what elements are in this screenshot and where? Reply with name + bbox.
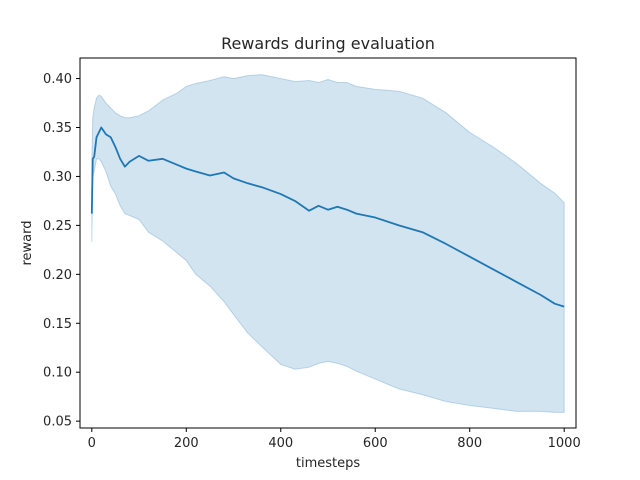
y-tick-label: 0.25 [43,219,72,234]
x-axis-label: timesteps [296,456,360,471]
mean-reward-line [90,126,565,308]
y-axis: 0.05 0.10 0.15 0.20 0.25 0.30 0.35 0.40 [43,72,80,430]
x-tick-label: 200 [174,436,199,451]
x-tick-label: 1000 [548,436,581,451]
y-tick-label: 0.10 [43,366,72,381]
confidence-band [91,74,565,413]
y-tick-label: 0.35 [43,121,72,136]
chart-title: Rewards during evaluation [221,34,435,53]
x-axis: 0 200 400 600 800 1000 [88,428,581,451]
y-tick-label: 0.05 [43,415,72,430]
x-tick-label: 800 [457,436,482,451]
y-tick-label: 0.20 [43,268,72,283]
x-tick-label: 600 [363,436,388,451]
y-tick-label: 0.30 [43,170,72,185]
plot-area [90,74,565,413]
plot-frame [79,57,577,429]
y-tick-label: 0.40 [43,72,72,87]
x-tick-label: 400 [268,436,293,451]
y-axis-label: reward [20,220,35,265]
x-tick-label: 0 [88,436,96,451]
y-tick-label: 0.15 [43,317,72,332]
